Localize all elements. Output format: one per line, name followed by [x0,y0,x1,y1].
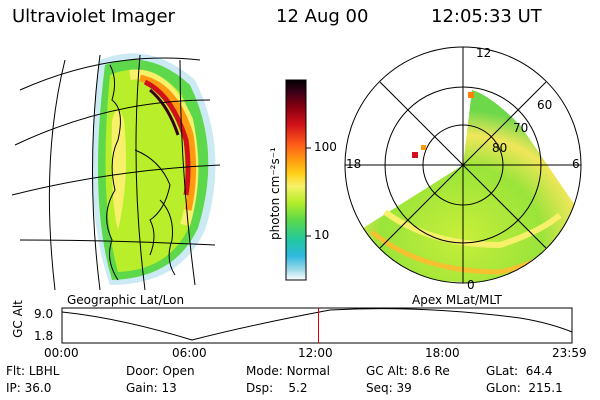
geographic-grid [11,54,221,291]
polar-mlt-0: 0 [467,278,475,292]
colorbar [285,79,307,281]
polar-bright-spot [468,92,474,98]
polar-grid [344,46,582,284]
timeline-x-tick: 12:00 [298,346,333,360]
info-seq: Seq: 39 [366,381,412,395]
timeline-x-tick: 06:00 [172,346,207,360]
polar-lat-80: 80 [492,141,508,155]
timeline-x-tick: 23:59 [552,346,587,360]
timeline-y-tick-top: 9.0 [34,307,54,321]
polar-bright-spot [412,152,418,158]
date-label: 12 Aug 00 [276,6,369,27]
geographic-aurora-image [92,53,216,286]
info-gain: Gain: 13 [126,381,177,395]
info-mode: Mode: Normal [246,364,330,378]
timeline-x-tick: 18:00 [425,346,460,360]
colorbar-label-100: 100 [314,140,337,154]
colorbar-label-10: 10 [314,228,330,242]
polar-mlt-18: 18 [346,157,362,171]
polar-aurora-image [360,90,581,283]
app-title: Ultraviolet Imager [12,6,175,27]
info-dsp: Dsp: 5.2 [246,381,308,395]
polar-lat-60: 60 [537,98,553,112]
timeline-y-tick-bottom: 1.8 [34,329,54,343]
info-gc-alt: GC Alt: 8.6 Re [366,364,450,378]
info-ip: IP: 36.0 [6,381,52,395]
info-glon: GLon: 215.1 [486,381,563,395]
info-glat: GLat: 64.4 [486,364,553,378]
time-label: 12:05:33 UT [431,6,542,27]
polar-mlt-12: 12 [476,46,492,60]
timeline-x-tick: 00:00 [44,346,79,360]
right-panel-label: Apex MLat/MLT [412,293,502,307]
polar-bright-spot [421,145,426,150]
timeline-y-label: GC Alt [11,300,25,338]
colorbar-unit-label: photon cm⁻²s⁻¹ [268,147,282,240]
polar-lat-70: 70 [513,121,529,135]
info-door: Door: Open [126,364,195,378]
polar-mlt-6: 6 [572,157,580,171]
left-panel-label: Geographic Lat/Lon [67,293,185,307]
info-flt: Flt: LBHL [6,364,60,378]
orbit-altitude-curve [61,308,573,341]
